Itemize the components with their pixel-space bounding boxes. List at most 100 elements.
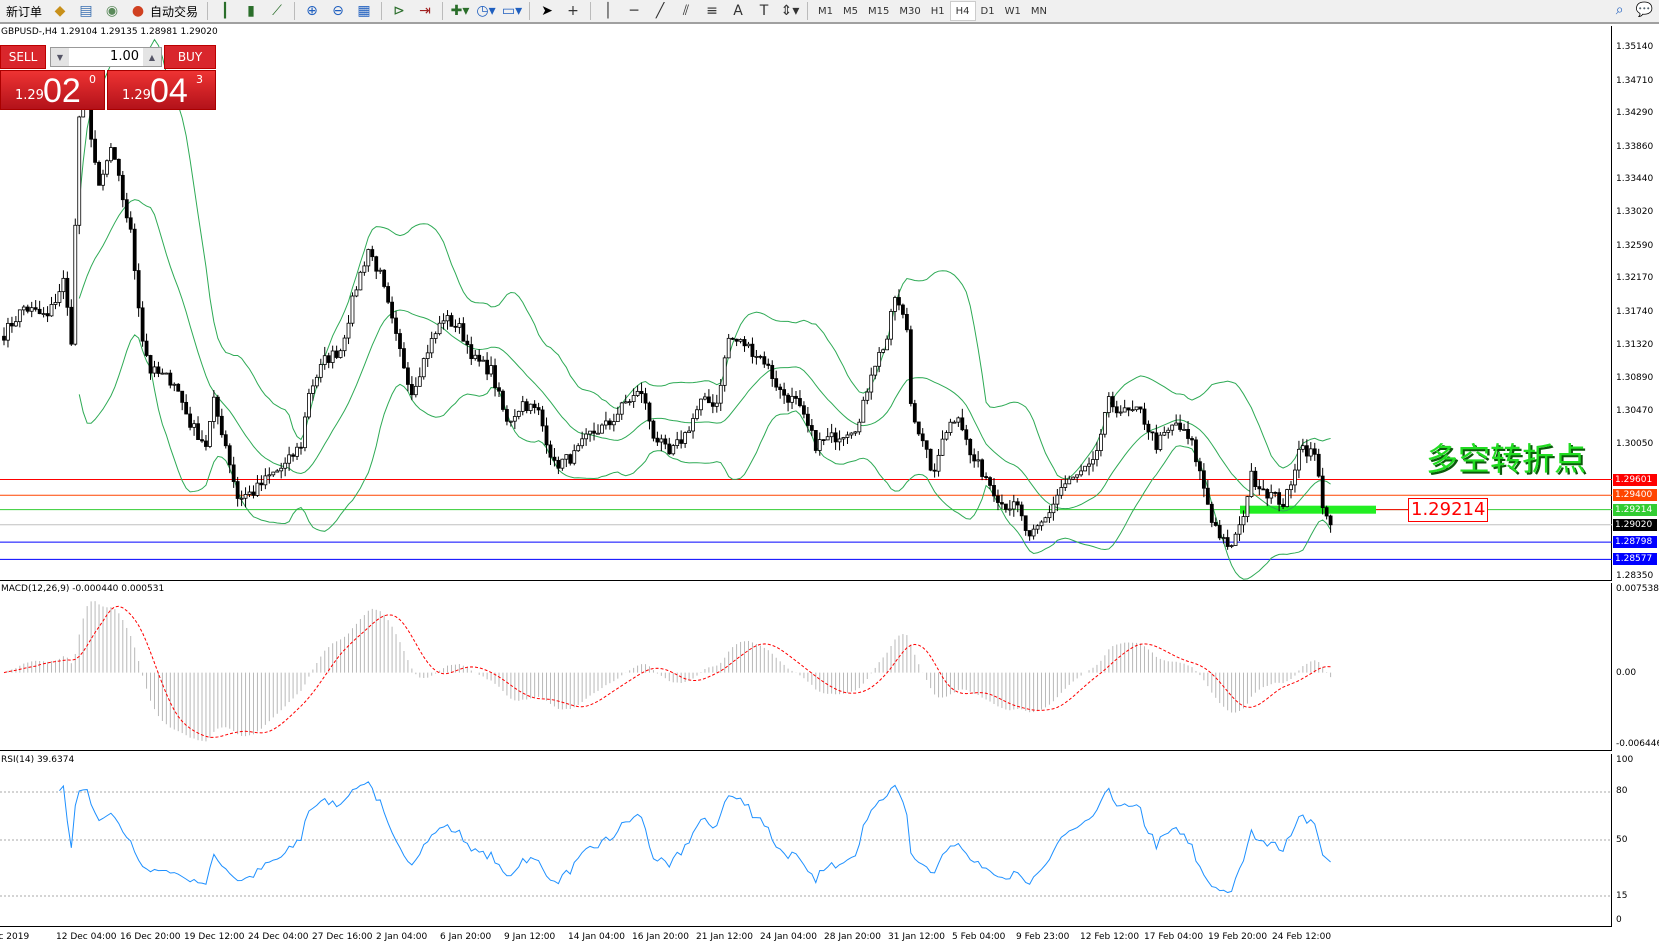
candle-body bbox=[1178, 422, 1183, 430]
new-order-button[interactable]: 新订单 bbox=[6, 4, 43, 19]
vertical-line-icon[interactable]: │ bbox=[603, 3, 613, 19]
candle bbox=[920, 428, 925, 447]
candle bbox=[584, 428, 589, 446]
candle bbox=[1245, 495, 1250, 523]
macd-pane[interactable]: MACD(12,26,9) -0.000440 0.000531 bbox=[0, 583, 1612, 751]
candle bbox=[1130, 400, 1135, 412]
auto-trading-icon[interactable]: ● bbox=[131, 3, 145, 19]
period-icon[interactable]: ◷▾ bbox=[476, 3, 496, 19]
sell-button[interactable]: SELL bbox=[0, 45, 46, 69]
chat-icon[interactable]: 💬 bbox=[1635, 2, 1653, 18]
candle bbox=[655, 431, 660, 446]
timeframe-d1[interactable]: D1 bbox=[980, 5, 995, 17]
arrows-icon[interactable]: ⇕▾ bbox=[780, 3, 800, 19]
candle bbox=[627, 398, 632, 406]
candle-body bbox=[1253, 470, 1258, 488]
price-label-box[interactable]: 1.29214 bbox=[1408, 498, 1489, 522]
buy-price[interactable]: 1.29 04 3 bbox=[107, 70, 216, 110]
search-icon[interactable]: ⌕ bbox=[1615, 2, 1624, 18]
sell-price[interactable]: 1.29 02 0 bbox=[0, 70, 105, 110]
lot-increase-icon[interactable]: ▲ bbox=[143, 48, 161, 66]
candle-body bbox=[786, 394, 790, 403]
timeframe-m5[interactable]: M5 bbox=[843, 5, 859, 17]
timeframe-mn[interactable]: MN bbox=[1030, 5, 1047, 17]
candle-body bbox=[730, 337, 735, 340]
annotation-text[interactable]: 多空转折点 bbox=[1426, 440, 1587, 478]
line-chart-icon[interactable]: ⟋ bbox=[272, 3, 282, 19]
candle bbox=[932, 463, 937, 478]
candle-body bbox=[643, 393, 648, 404]
label-icon[interactable]: T bbox=[759, 3, 769, 19]
chart-shift-icon[interactable]: ⇥ bbox=[419, 3, 431, 19]
horizontal-line-icon[interactable]: ─ bbox=[629, 3, 639, 19]
candle bbox=[889, 308, 893, 346]
time-tick: 24 Feb 12:00 bbox=[1272, 932, 1332, 942]
lot-decrease-icon[interactable]: ▼ bbox=[51, 48, 69, 66]
timeframe-w1[interactable]: W1 bbox=[1004, 5, 1021, 17]
candle-body bbox=[1138, 406, 1143, 410]
candle-body bbox=[406, 367, 410, 385]
candle bbox=[374, 255, 379, 280]
cursor-icon[interactable]: ➤ bbox=[541, 3, 553, 19]
candle bbox=[1328, 514, 1333, 533]
folder-icon[interactable]: ◆ bbox=[54, 3, 66, 19]
zoom-out-icon[interactable]: ⊖ bbox=[332, 3, 344, 19]
trendline-icon[interactable]: ╱ bbox=[655, 3, 665, 19]
candle-body bbox=[576, 445, 581, 452]
candle bbox=[318, 358, 323, 383]
candle bbox=[255, 475, 260, 497]
zoom-in-icon[interactable]: ⊕ bbox=[306, 3, 318, 19]
toolbar-separator bbox=[529, 2, 531, 20]
candle-body bbox=[790, 395, 794, 403]
signal-icon[interactable]: ◉ bbox=[105, 3, 119, 19]
candle-body bbox=[493, 365, 497, 389]
candle bbox=[33, 300, 38, 312]
candle bbox=[869, 367, 874, 400]
candle bbox=[845, 431, 850, 445]
timeframe-m15[interactable]: M15 bbox=[868, 5, 890, 17]
candle-body bbox=[144, 340, 149, 356]
candle-body bbox=[548, 444, 553, 458]
candle-body bbox=[948, 421, 953, 433]
buy-button[interactable]: BUY bbox=[164, 45, 216, 69]
candle bbox=[342, 334, 347, 357]
text-icon[interactable]: A bbox=[733, 3, 743, 19]
auto-trading-button[interactable]: 自动交易 bbox=[150, 4, 199, 19]
indicators-icon[interactable]: ✚▾ bbox=[450, 3, 470, 19]
candle-body bbox=[1150, 431, 1155, 434]
autoscroll-icon[interactable]: ⊳ bbox=[393, 3, 405, 19]
timeframe-m30[interactable]: M30 bbox=[899, 5, 921, 17]
candle-body bbox=[580, 438, 585, 447]
crosshair-icon[interactable]: + bbox=[567, 3, 579, 19]
bar-chart-icon[interactable]: ┃ bbox=[220, 3, 230, 19]
price-chart[interactable]: GBPUSD-,H4 1.29104 1.29135 1.28981 1.290… bbox=[0, 26, 1612, 581]
candle-body bbox=[338, 350, 343, 358]
timeframe-h1[interactable]: H1 bbox=[930, 5, 945, 17]
candle-body bbox=[706, 396, 711, 404]
navigator-icon[interactable]: ▤ bbox=[79, 3, 93, 19]
lot-size-stepper[interactable]: ▼ 1.00 ▲ bbox=[50, 47, 162, 67]
tile-icon[interactable]: ▦ bbox=[357, 3, 371, 19]
channel-icon[interactable]: ⫽ bbox=[682, 3, 690, 19]
candle bbox=[758, 354, 763, 360]
candle bbox=[794, 391, 798, 405]
candle bbox=[497, 382, 501, 398]
candle-body bbox=[469, 344, 474, 360]
candle-body bbox=[322, 355, 327, 365]
timeframe-h4[interactable]: H4 bbox=[949, 1, 976, 21]
candle bbox=[572, 444, 577, 466]
candle bbox=[695, 405, 699, 421]
candle bbox=[441, 313, 446, 330]
lot-size-value[interactable]: 1.00 bbox=[110, 49, 139, 64]
fibonacci-icon[interactable]: ≡ bbox=[706, 3, 718, 19]
candle bbox=[172, 382, 177, 392]
candle bbox=[164, 372, 169, 375]
candle-chart-icon[interactable]: ▮ bbox=[247, 3, 255, 19]
price-tick: 1.32590 bbox=[1616, 240, 1654, 251]
template-icon[interactable]: ▭▾ bbox=[501, 3, 523, 19]
candle-body bbox=[960, 417, 965, 431]
rsi-pane[interactable]: RSI(14) 39.6374 bbox=[0, 754, 1612, 927]
timeframe-m1[interactable]: M1 bbox=[818, 5, 834, 17]
candle-body bbox=[1205, 487, 1210, 505]
candle bbox=[722, 355, 727, 392]
